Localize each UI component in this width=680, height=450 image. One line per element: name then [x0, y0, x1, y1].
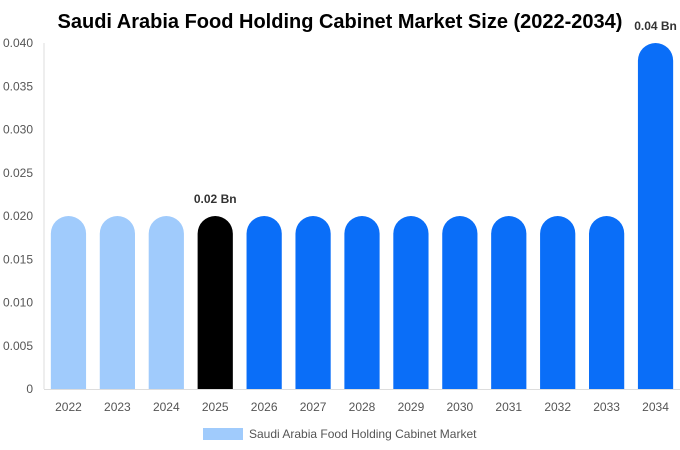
bar-2030 — [442, 216, 478, 389]
y-tick-label: 0.035 — [3, 79, 33, 93]
x-tick-label: 2033 — [593, 400, 620, 414]
bar-2029 — [393, 216, 429, 389]
x-tick-label: 2034 — [642, 400, 669, 414]
y-tick-label: 0.030 — [3, 123, 33, 137]
x-tick-label: 2023 — [104, 400, 131, 414]
x-tick-label: 2026 — [251, 400, 278, 414]
x-tick-label: 2031 — [495, 400, 522, 414]
bar-2023 — [99, 216, 135, 389]
bar-2022 — [50, 216, 87, 389]
x-tick-label: 2024 — [153, 400, 180, 414]
y-tick-label: 0.005 — [3, 339, 33, 353]
x-tick-label: 2028 — [349, 400, 376, 414]
y-tick-label: 0.040 — [3, 36, 33, 50]
x-axis: 2022 2023 2024 2025 2026 2027 2028 2029 2030 2031… — [44, 389, 680, 414]
legend: Saudi Arabia Food Holding Cabinet Market — [203, 427, 477, 441]
x-tick-label: 2027 — [300, 400, 327, 414]
x-tick-label: 2025 — [202, 400, 229, 414]
y-tick-label: 0.020 — [3, 209, 33, 223]
bar-2032 — [540, 216, 576, 389]
chart-title: Saudi Arabia Food Holding Cabinet Market… — [58, 11, 623, 33]
x-tick-label: 2032 — [544, 400, 571, 414]
bar-2031 — [491, 216, 527, 389]
data-labels: 0.02 Bn 0.04 Bn — [194, 19, 677, 206]
bar-2026 — [246, 216, 282, 389]
bars-group — [50, 43, 674, 389]
y-tick-label: 0.025 — [3, 166, 33, 180]
bar-2025 — [197, 216, 233, 389]
legend-label: Saudi Arabia Food Holding Cabinet Market — [249, 427, 477, 441]
data-label-2025: 0.02 Bn — [194, 192, 237, 206]
x-tick-label: 2029 — [398, 400, 425, 414]
bar-2034 — [637, 43, 674, 389]
data-label-2034: 0.04 Bn — [634, 19, 677, 33]
y-tick-label: 0.015 — [3, 252, 33, 266]
bar-2028 — [344, 216, 380, 389]
x-tick-label: 2022 — [55, 400, 82, 414]
y-tick-label: 0.010 — [3, 296, 33, 310]
x-tick-label: 2030 — [446, 400, 473, 414]
y-axis: 0 0.005 0.010 0.015 0.020 0.025 0.030 0.035 0.04… — [3, 36, 45, 396]
bar-2027 — [295, 216, 331, 389]
bar-2033 — [589, 215, 625, 389]
legend-swatch — [203, 428, 243, 440]
y-tick-label: 0 — [26, 382, 33, 396]
bar-2024 — [148, 216, 184, 389]
